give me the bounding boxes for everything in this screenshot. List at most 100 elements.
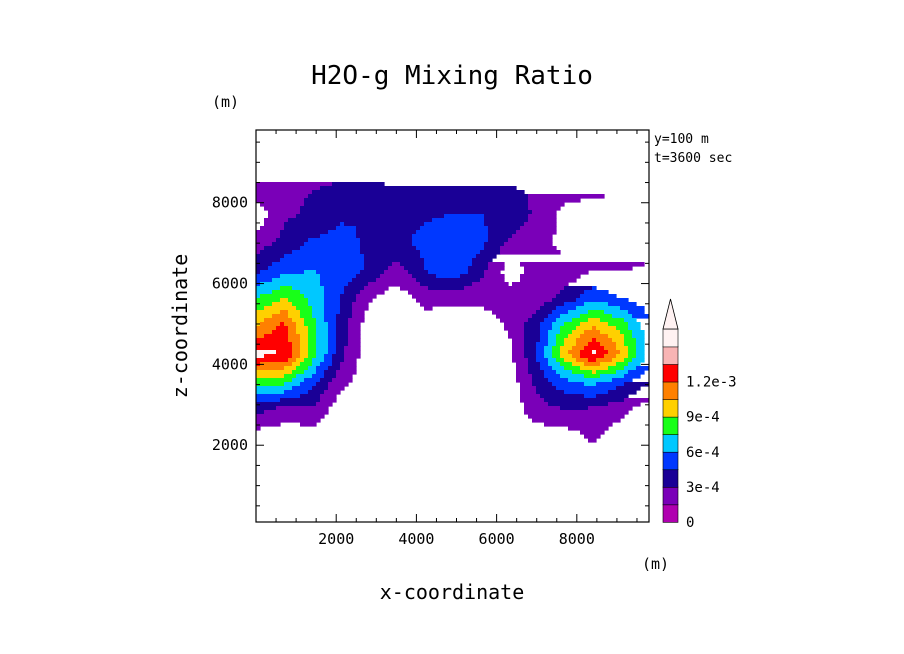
contour-cell (572, 346, 585, 351)
contour-cell (520, 278, 577, 283)
contour-cell (332, 378, 353, 383)
contour-cell (300, 246, 361, 251)
contour-cell (488, 238, 509, 243)
contour-cell (620, 350, 629, 355)
contour-cell (460, 274, 485, 279)
contour-cell (348, 338, 361, 343)
contour-cell (336, 350, 345, 355)
contour-cell (560, 314, 581, 319)
contour-cell (256, 198, 305, 203)
contour-cell (272, 290, 301, 295)
contour-cell (364, 258, 425, 263)
contour-cell (296, 214, 445, 219)
contour-cell (560, 406, 589, 411)
contour-cell (540, 338, 549, 343)
colorbar-swatch (662, 433, 679, 453)
contour-cell (348, 342, 361, 347)
contour-cell (316, 354, 325, 359)
contour-cell (336, 326, 349, 331)
contour-cell (316, 270, 361, 275)
contour-cell (256, 418, 321, 423)
contour-cell (560, 290, 585, 295)
contour-cell (628, 362, 641, 367)
contour-cell (292, 350, 301, 355)
contour-cell (256, 314, 273, 319)
contour-cell (524, 330, 541, 335)
contour-cell (324, 354, 333, 359)
contour-cell (288, 338, 301, 343)
contour-cell (256, 242, 273, 247)
contour-cell (576, 326, 593, 331)
contour-cell (556, 358, 565, 363)
contour-cell (328, 330, 337, 335)
contour-cell (580, 334, 609, 339)
contour-cell (348, 318, 365, 323)
contour-cell (612, 378, 633, 383)
contour-cell (552, 354, 561, 359)
contour-cell (512, 346, 525, 351)
contour-cell (564, 322, 581, 327)
contour-cell (256, 394, 301, 399)
contour-cell (328, 334, 337, 339)
contour-cell (356, 294, 377, 299)
contour-cell (300, 314, 313, 319)
contour-cell (256, 422, 281, 427)
colorbar-swatch (662, 363, 679, 383)
contour-cell (548, 314, 561, 319)
contour-cell (568, 350, 581, 355)
contour-cell (276, 238, 309, 243)
contour-cell (316, 366, 329, 371)
contour-cell (304, 294, 325, 299)
contour-cell (336, 370, 357, 375)
contour-cell (260, 294, 305, 299)
contour-cell (312, 314, 325, 319)
contour-cell (584, 346, 605, 351)
contour-cell (308, 238, 361, 243)
contour-cell (256, 382, 285, 387)
contour-cell (564, 302, 585, 307)
contour-cell (256, 398, 281, 403)
contour-cell (572, 330, 585, 335)
contour-cell (552, 346, 561, 351)
contour-cell (256, 374, 285, 379)
contour-cell (560, 350, 569, 355)
contour-cell (516, 230, 557, 235)
contour-cell (628, 350, 637, 355)
contour-cell (256, 346, 293, 351)
contour-cell (324, 370, 337, 375)
contour-cell (316, 370, 325, 375)
contour-cell (484, 222, 525, 227)
colorbar-swatch (662, 469, 679, 488)
contour-cell (256, 290, 273, 295)
contour-cell (264, 410, 329, 415)
contour-cell (548, 358, 557, 363)
contour-cell (388, 266, 405, 271)
contour-cell (480, 278, 505, 283)
contour-cell (264, 318, 293, 323)
contour-cell (616, 326, 629, 331)
y-axis-title: z-coordinate (168, 254, 192, 399)
contour-cell (552, 310, 569, 315)
contour-cell (280, 230, 329, 235)
contour-cell (516, 370, 529, 375)
contour-cell (612, 338, 625, 343)
contour-cell (552, 382, 585, 387)
contour-cell (412, 294, 557, 299)
contour-cell (524, 350, 537, 355)
contour-cell (524, 266, 633, 271)
contour-cell (340, 362, 357, 367)
contour-cell (308, 326, 317, 331)
contour-cell (584, 302, 609, 307)
contour-cell (256, 330, 273, 335)
contour-cell (472, 258, 493, 263)
contour-cell (636, 354, 645, 359)
annotation-y-slice: y=100 m (654, 132, 709, 147)
contour-cell (312, 374, 325, 379)
y-tick-label: 4000 (212, 355, 248, 373)
contour-cell (520, 382, 533, 387)
contour-cell (292, 362, 301, 367)
contour-cell (484, 274, 505, 279)
contour-cell (636, 366, 649, 371)
contour-cell (356, 234, 413, 239)
contour-cell (256, 282, 261, 287)
